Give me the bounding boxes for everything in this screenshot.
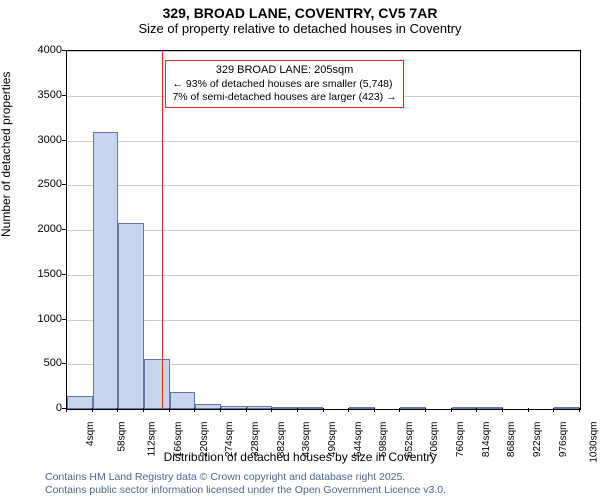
x-tick-mark bbox=[348, 408, 349, 412]
gridline bbox=[67, 141, 580, 142]
x-tick-mark bbox=[66, 408, 67, 412]
histogram-bar bbox=[221, 406, 247, 409]
y-tick-mark bbox=[62, 363, 66, 364]
y-tick-label: 0 bbox=[22, 402, 62, 414]
x-tick-mark bbox=[399, 408, 400, 412]
x-tick-label: 436sqm bbox=[301, 422, 312, 458]
y-tick-mark bbox=[62, 95, 66, 96]
x-tick-mark bbox=[425, 408, 426, 412]
y-tick-label: 1000 bbox=[22, 313, 62, 325]
annotation-line-smaller: ← 93% of detached houses are smaller (5,… bbox=[172, 78, 396, 91]
x-tick-label: 490sqm bbox=[327, 422, 338, 458]
x-tick-label: 4sqm bbox=[85, 422, 96, 446]
x-tick-label: 1030sqm bbox=[589, 422, 600, 463]
x-tick-mark bbox=[553, 408, 554, 412]
histogram-bar bbox=[452, 407, 478, 409]
x-tick-mark bbox=[579, 408, 580, 412]
x-tick-mark bbox=[194, 408, 195, 412]
x-tick-label: 166sqm bbox=[173, 422, 184, 458]
histogram-bar bbox=[195, 404, 221, 409]
footer-attribution: Contains HM Land Registry data © Crown c… bbox=[45, 471, 446, 498]
footer-line-1: Contains HM Land Registry data © Crown c… bbox=[45, 471, 446, 485]
annotation-box: 329 BROAD LANE: 205sqm← 93% of detached … bbox=[165, 60, 403, 108]
gridline bbox=[67, 320, 580, 321]
histogram-bar bbox=[349, 407, 375, 409]
x-tick-label: 274sqm bbox=[224, 422, 235, 458]
x-tick-label: 328sqm bbox=[250, 422, 261, 458]
histogram-bar bbox=[247, 406, 273, 409]
histogram-bar bbox=[118, 223, 144, 409]
y-tick-label: 3000 bbox=[22, 134, 62, 146]
x-tick-label: 922sqm bbox=[532, 422, 543, 458]
x-tick-mark bbox=[374, 408, 375, 412]
x-tick-label: 652sqm bbox=[404, 422, 415, 458]
y-tick-label: 4000 bbox=[22, 44, 62, 56]
x-tick-mark bbox=[502, 408, 503, 412]
gridline bbox=[67, 275, 580, 276]
x-tick-label: 598sqm bbox=[378, 422, 389, 458]
reference-line bbox=[162, 51, 163, 409]
y-tick-mark bbox=[62, 140, 66, 141]
x-tick-mark bbox=[220, 408, 221, 412]
x-tick-label: 706sqm bbox=[430, 422, 441, 458]
histogram-bar bbox=[400, 407, 426, 409]
annotation-line-larger: 7% of semi-detached houses are larger (4… bbox=[172, 91, 396, 104]
y-tick-mark bbox=[62, 229, 66, 230]
x-tick-mark bbox=[92, 408, 93, 412]
x-tick-label: 868sqm bbox=[506, 422, 517, 458]
histogram-bar bbox=[144, 359, 170, 409]
x-tick-mark bbox=[117, 408, 118, 412]
x-tick-mark bbox=[323, 408, 324, 412]
chart-subtitle: Size of property relative to detached ho… bbox=[0, 21, 600, 36]
histogram-bar bbox=[272, 407, 298, 410]
histogram-bar bbox=[67, 396, 93, 409]
x-tick-mark bbox=[169, 408, 170, 412]
gridline bbox=[67, 51, 580, 52]
gridline bbox=[67, 185, 580, 186]
x-tick-mark bbox=[451, 408, 452, 412]
x-tick-mark bbox=[297, 408, 298, 412]
x-tick-mark bbox=[246, 408, 247, 412]
y-tick-label: 2500 bbox=[22, 178, 62, 190]
x-tick-label: 760sqm bbox=[455, 422, 466, 458]
y-tick-label: 2000 bbox=[22, 223, 62, 235]
annotation-title: 329 BROAD LANE: 205sqm bbox=[172, 64, 396, 78]
x-tick-label: 976sqm bbox=[558, 422, 569, 458]
x-tick-label: 544sqm bbox=[353, 422, 364, 458]
x-tick-label: 58sqm bbox=[116, 422, 127, 452]
histogram-bar bbox=[554, 407, 580, 409]
y-tick-label: 500 bbox=[22, 357, 62, 369]
histogram-bar bbox=[170, 392, 196, 409]
y-tick-mark bbox=[62, 184, 66, 185]
x-tick-label: 814sqm bbox=[481, 422, 492, 458]
y-tick-label: 3500 bbox=[22, 89, 62, 101]
histogram-bar bbox=[93, 132, 119, 409]
histogram-bar bbox=[477, 407, 503, 409]
x-tick-mark bbox=[528, 408, 529, 412]
footer-line-2: Contains public sector information licen… bbox=[45, 484, 446, 498]
x-tick-mark bbox=[271, 408, 272, 412]
chart-container: 329, BROAD LANE, COVENTRY, CV5 7AR Size … bbox=[0, 0, 600, 500]
gridline bbox=[67, 230, 580, 231]
x-tick-label: 220sqm bbox=[199, 422, 210, 458]
y-tick-label: 1500 bbox=[22, 268, 62, 280]
x-tick-label: 112sqm bbox=[147, 422, 158, 457]
x-tick-mark bbox=[143, 408, 144, 412]
y-tick-mark bbox=[62, 50, 66, 51]
histogram-bar bbox=[298, 407, 324, 409]
x-tick-label: 382sqm bbox=[276, 422, 287, 458]
y-tick-mark bbox=[62, 274, 66, 275]
x-tick-mark bbox=[476, 408, 477, 412]
y-axis-label: Number of detached properties bbox=[0, 72, 13, 237]
y-tick-mark bbox=[62, 319, 66, 320]
plot-area: 329 BROAD LANE: 205sqm← 93% of detached … bbox=[66, 50, 581, 410]
chart-title: 329, BROAD LANE, COVENTRY, CV5 7AR bbox=[0, 0, 600, 21]
